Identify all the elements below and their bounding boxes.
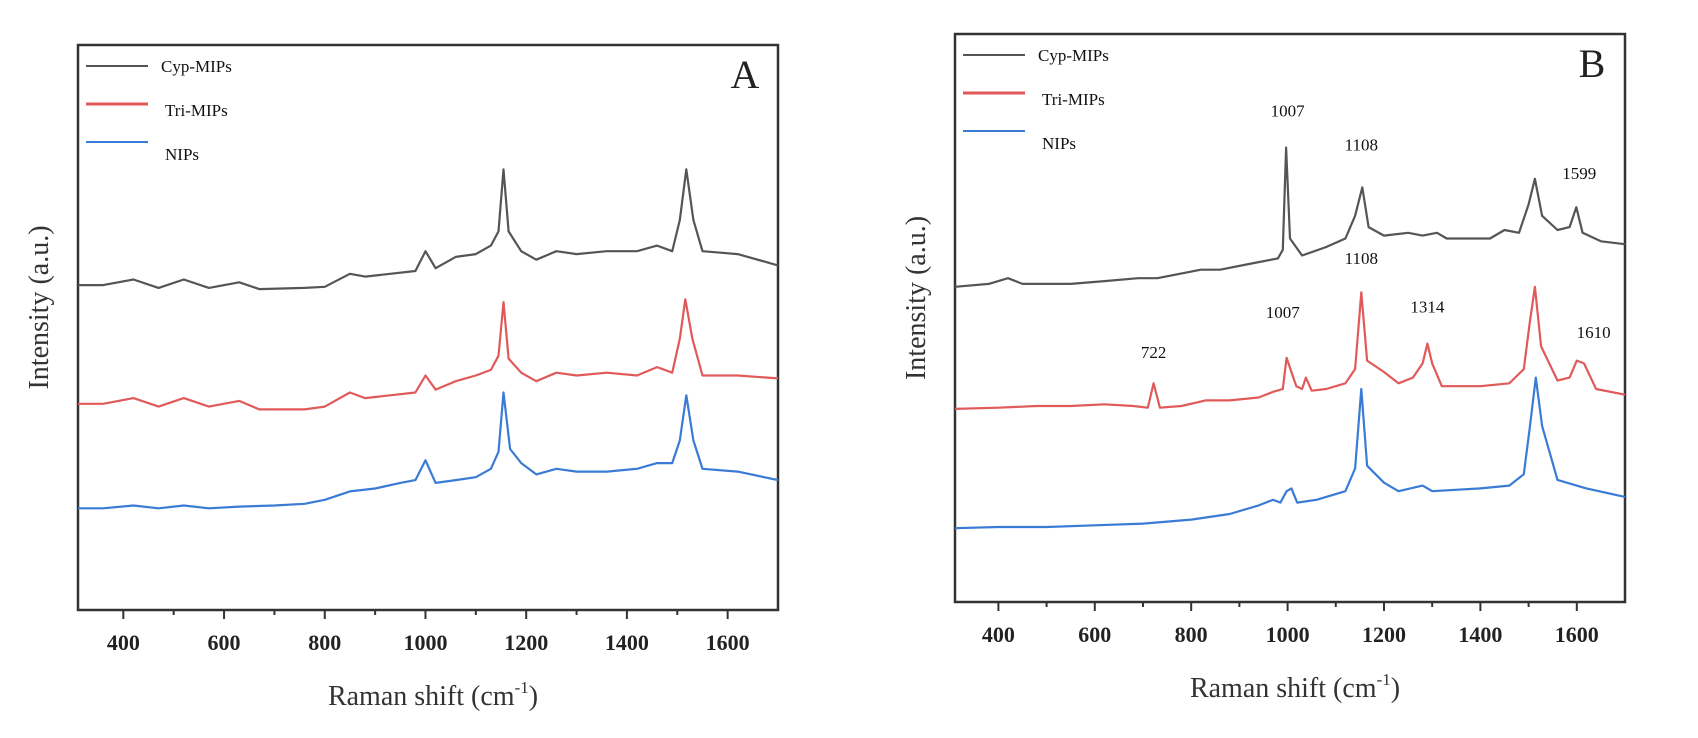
x-tick-label: 400 (107, 630, 140, 655)
peak-annotation: 1007 (1266, 303, 1301, 322)
x-tick-label: 1600 (706, 630, 750, 655)
x-tick-label: 800 (1175, 622, 1208, 647)
peak-annotation: 722 (1141, 343, 1167, 362)
peak-annotation: 1314 (1410, 297, 1445, 316)
x-axis-title-superscript: -1 (515, 678, 529, 697)
legend-label: NIPs (165, 145, 199, 164)
legend-label: Tri-MIPs (1042, 90, 1105, 109)
x-axis-title-close: ) (529, 681, 538, 712)
x-tick-label: 600 (208, 630, 241, 655)
series-line-tri-mips (78, 298, 779, 411)
x-axis-title: Raman shift (cm-1) (1190, 670, 1400, 704)
x-axis-title-main: Raman shift (cm (328, 681, 515, 712)
y-axis-title: Intensity (a.u.) (901, 216, 932, 380)
x-tick-label: 1200 (504, 630, 548, 655)
panel-b: 400 600 800 1000 1200 1400 1600 Raman shift (cm… (901, 32, 1627, 704)
series-line-cyp-mips (78, 168, 779, 291)
peak-annotation: 1007 (1271, 101, 1306, 120)
panel-label: B (1579, 41, 1606, 86)
peak-annotation: 1610 (1577, 323, 1611, 342)
legend-label: Cyp-MIPs (161, 57, 232, 76)
peak-annotation: 1108 (1345, 135, 1378, 154)
plot-frame (76, 43, 780, 612)
x-tick-label: 1000 (403, 630, 447, 655)
peak-annotation: 1599 (1562, 164, 1596, 183)
x-axis-title-main: Raman shift (cm (1190, 673, 1377, 704)
x-tick-label: 1000 (1266, 622, 1310, 647)
x-tick-label: 600 (1078, 622, 1111, 647)
panel-a: 400 600 800 1000 1200 1400 1600 Raman shift (cm… (24, 43, 780, 712)
series-line-tri-mips (954, 285, 1626, 410)
legend-label: Cyp-MIPs (1038, 46, 1109, 65)
x-tick-label: 800 (308, 630, 341, 655)
legend-label: NIPs (1042, 134, 1076, 153)
x-axis-title: Raman shift (cm-1) (328, 678, 538, 712)
x-tick-label: 1400 (605, 630, 649, 655)
x-tick-label: 1200 (1362, 622, 1406, 647)
x-tick-label: 1400 (1458, 622, 1502, 647)
series-line-cyp-mips (954, 146, 1626, 288)
y-axis-title: Intensity (a.u.) (24, 225, 55, 389)
plot-frame (953, 32, 1627, 604)
panel-label: A (731, 52, 760, 97)
legend-label: Tri-MIPs (165, 101, 228, 120)
x-tick-label: 1600 (1555, 622, 1599, 647)
x-axis-title-superscript: -1 (1377, 670, 1391, 689)
peak-annotation: 1108 (1345, 249, 1378, 268)
x-tick-label: 400 (982, 622, 1015, 647)
series-line-nips (954, 376, 1626, 530)
series-line-nips (78, 391, 779, 510)
x-axis-title-close: ) (1391, 673, 1400, 704)
